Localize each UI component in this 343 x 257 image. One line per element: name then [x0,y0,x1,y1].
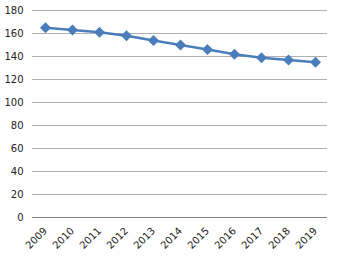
svg-text:2010: 2010 [50,225,76,251]
svg-text:2015: 2015 [185,225,211,251]
svg-text:2009: 2009 [23,225,49,251]
svg-text:40: 40 [11,166,24,177]
svg-text:160: 160 [4,28,23,39]
svg-text:2014: 2014 [158,225,184,251]
svg-text:2016: 2016 [212,225,238,251]
svg-text:2011: 2011 [77,225,103,251]
svg-text:140: 140 [4,51,23,62]
svg-text:80: 80 [11,120,24,131]
svg-text:20: 20 [11,189,24,200]
svg-text:180: 180 [4,5,23,16]
svg-text:2017: 2017 [239,225,265,251]
svg-text:2018: 2018 [266,225,292,251]
svg-text:2019: 2019 [293,225,319,251]
svg-text:100: 100 [4,97,23,108]
svg-text:2013: 2013 [131,225,157,251]
svg-text:0: 0 [17,212,23,223]
svg-text:60: 60 [11,143,24,154]
svg-text:2012: 2012 [104,225,130,251]
svg-text:120: 120 [4,74,23,85]
